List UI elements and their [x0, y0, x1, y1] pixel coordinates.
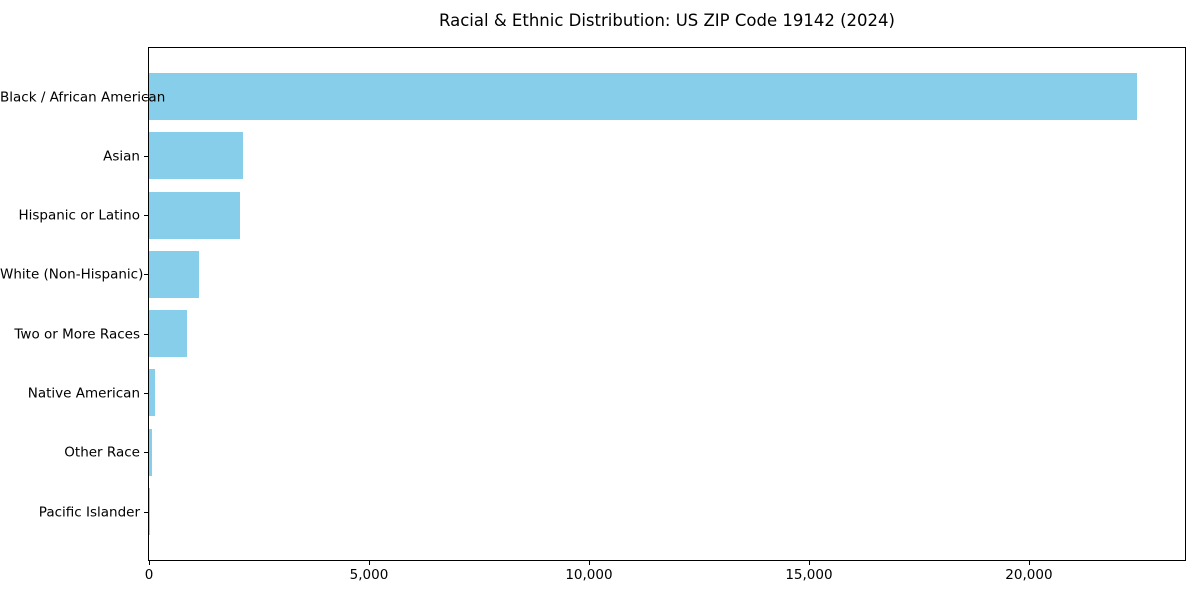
y-category-label: Two or More Races: [14, 325, 140, 342]
x-tick-label: 0: [144, 567, 154, 583]
x-tick-mark: [368, 561, 370, 565]
y-category-label: Other Race: [64, 444, 140, 461]
y-category-label: Black / African American: [0, 88, 166, 105]
bar-black-african-american: [149, 73, 1137, 120]
y-category-label: Asian: [103, 148, 140, 165]
bar-white-non-hispanic: [149, 250, 200, 298]
y-tick-mark: [144, 155, 148, 157]
y-tick-mark: [144, 96, 148, 98]
x-tick-label: 20,000: [1005, 567, 1053, 583]
bar-hispanic-or-latino: [149, 191, 241, 239]
x-tick-mark: [588, 561, 590, 565]
x-tick-mark: [1028, 561, 1030, 565]
y-tick-mark: [144, 392, 148, 394]
bar-asian: [149, 132, 244, 180]
x-tick-mark: [149, 561, 150, 565]
y-category-label: Hispanic or Latino: [18, 207, 140, 224]
y-category-label: White (Non-Hispanic): [0, 266, 144, 283]
y-tick-mark: [144, 452, 148, 454]
x-tick-label: 15,000: [785, 567, 833, 583]
x-tick-mark: [808, 561, 810, 565]
y-category-label: Native American: [27, 385, 140, 402]
bar-two-or-more-races: [149, 310, 188, 358]
y-tick-mark: [144, 215, 148, 217]
chart-title: Racial & Ethnic Distribution: US ZIP Cod…: [439, 11, 895, 30]
plot-area: [148, 47, 1186, 561]
y-tick-mark: [144, 511, 148, 513]
bar-other-race: [149, 428, 152, 476]
x-tick-label: 10,000: [565, 567, 613, 583]
y-tick-mark: [144, 274, 148, 276]
y-category-label: Pacific Islander: [38, 503, 140, 520]
bar-native-american: [149, 369, 156, 417]
y-tick-mark: [144, 333, 148, 335]
x-tick-label: 5,000: [349, 567, 389, 583]
